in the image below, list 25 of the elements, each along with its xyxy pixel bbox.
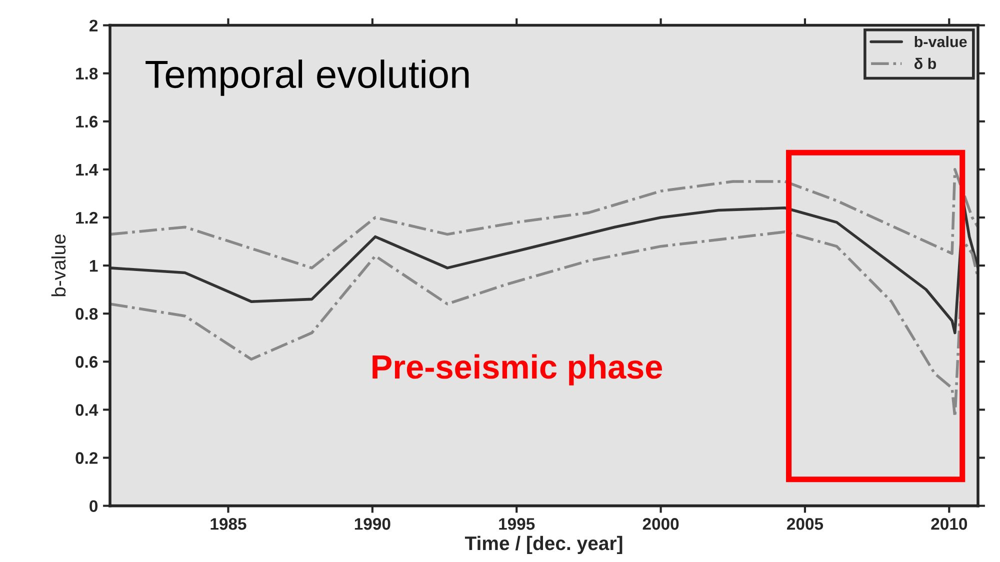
- legend-label: b-value: [914, 36, 967, 48]
- y-tick-label: 0.4: [76, 404, 98, 416]
- x-tick-label: 2000: [642, 518, 679, 530]
- annotation: Pre-seismic phase: [372, 354, 662, 386]
- y-tick-label: 0.8: [76, 308, 98, 320]
- line-series: [110, 168, 978, 270]
- y-tick-label: 1.2: [76, 212, 98, 224]
- x-axis-title: Time / [dec. year]: [464, 536, 622, 554]
- x-tick-label: 1995: [499, 518, 535, 530]
- y-tick-label: 0: [90, 500, 98, 512]
- y-tick-label: 0.6: [76, 356, 98, 368]
- y-tick-label: 0.2: [76, 452, 98, 464]
- annotation: Temporal evolution: [146, 60, 469, 96]
- y-tick-label: 1.6: [76, 116, 98, 128]
- x-tick-label: 1990: [354, 518, 390, 530]
- line-series: [110, 202, 978, 334]
- x-tick-label: 2005: [787, 518, 824, 530]
- y-tick-label: 2: [90, 20, 98, 32]
- y-tick-label: 1.8: [76, 68, 98, 80]
- x-tick-label: 1985: [210, 518, 246, 530]
- x-tick-label: 2010: [931, 518, 968, 530]
- y-tick-label: 1: [90, 260, 98, 272]
- legend-label: δ b: [914, 58, 936, 70]
- y-tick-label: 1.4: [76, 164, 98, 176]
- y-axis-title: b-value: [51, 234, 66, 296]
